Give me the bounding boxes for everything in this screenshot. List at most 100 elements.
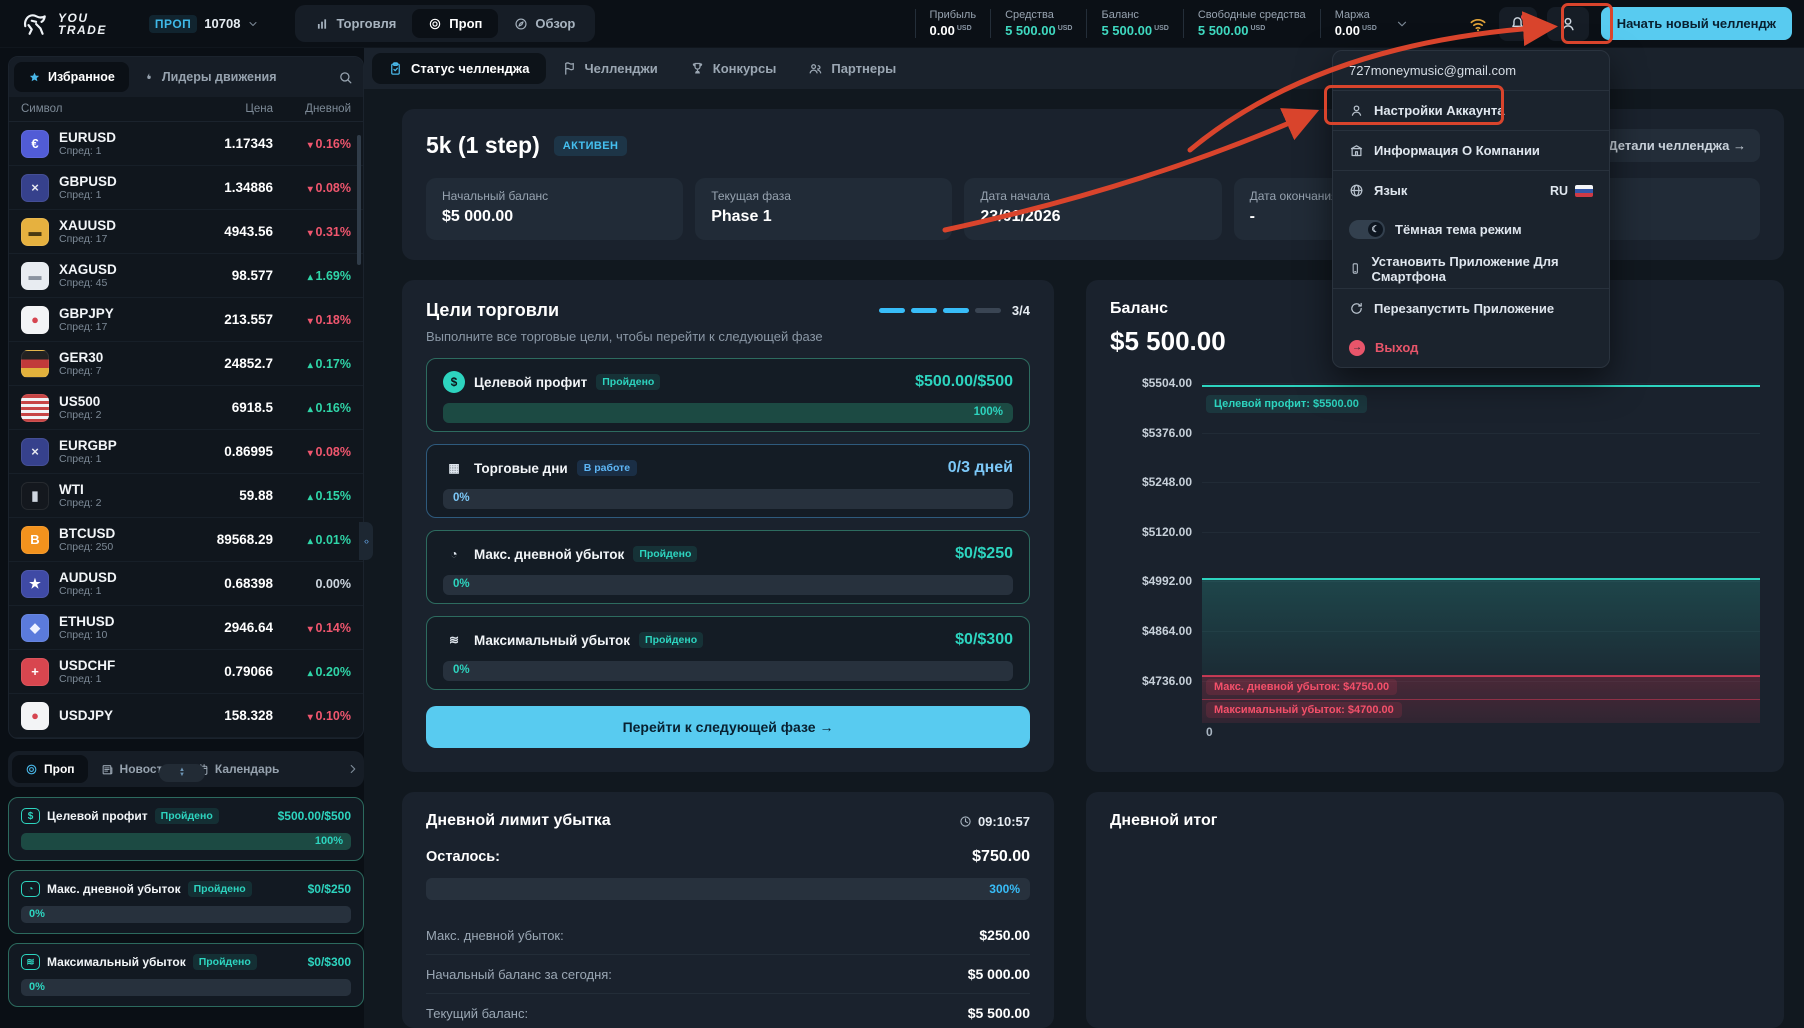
symbol-row[interactable]: ◆ ETHUSD Спред: 10 2946.64 0.14% <box>9 606 363 650</box>
tab-movers[interactable]: Лидеры движения <box>129 62 291 92</box>
search-icon[interactable] <box>338 70 353 85</box>
user-profile-button[interactable] <box>1546 6 1589 41</box>
symbol-change: 0.18% <box>273 313 351 327</box>
tab-prop-mini[interactable]: Проп <box>12 755 88 783</box>
symbol-row[interactable]: ● USDJPY 158.328 0.10% <box>9 694 363 738</box>
flag-icon <box>564 62 574 75</box>
symbol-row[interactable]: + USDCHF Спред: 1 0.79066 0.20% <box>9 650 363 694</box>
globe-icon <box>1350 184 1363 197</box>
info-tile: Дата начала 23/01/2026 <box>964 178 1222 240</box>
goal-head: ◔ Макс. дневной убыток Пройдено $0/$250 <box>443 543 1013 565</box>
symbol-spread: Спред: 1 <box>59 584 102 597</box>
panel-resize-handle[interactable]: ▲ ▼ <box>159 764 205 782</box>
symbol-name: WTI <box>59 481 84 497</box>
tab-trading[interactable]: Торговля <box>299 9 412 38</box>
notifications-button[interactable] <box>1498 6 1537 41</box>
goal-title: Макс. дневной убыток <box>47 882 181 896</box>
symbol-row[interactable]: € EURUSD Спред: 1 1.17343 0.16% <box>9 122 363 166</box>
goal-icon: ◔ <box>450 547 458 561</box>
progress-count: 3/4 <box>1011 303 1030 318</box>
compass-icon <box>515 17 527 30</box>
symbol-spread: Спред: 17 <box>59 232 108 245</box>
limit-row: Начальный баланс за сегодня: $5 000.00 <box>426 955 1030 994</box>
menu-item-company-info[interactable]: Информация О Компании <box>1333 131 1609 170</box>
tab-partners[interactable]: Партнеры <box>792 53 912 84</box>
symbol-row[interactable]: × EURGBP Спред: 1 0.86995 0.08% <box>9 430 363 474</box>
symbol-name: GBPJPY <box>59 305 114 321</box>
scrollbar-thumb[interactable] <box>357 135 361 265</box>
goal-head: $ Целевой профит Пройдено $500.00/$500 <box>21 808 351 824</box>
sidebar-goal-card: $ Целевой профит Пройдено $500.00/$500 1… <box>8 797 364 861</box>
start-new-challenge-button[interactable]: Начать новый челлендж <box>1600 7 1792 40</box>
symbol-flag-icon <box>21 349 49 378</box>
stat-label: Прибыль <box>929 9 977 21</box>
symbol-row[interactable]: × GBPUSD Спред: 1 1.34886 0.08% <box>9 166 363 210</box>
theme-toggle[interactable]: ☾ <box>1349 220 1385 239</box>
menu-item-logout[interactable]: → Выход <box>1333 328 1609 367</box>
menu-item-language[interactable]: Язык RU <box>1333 171 1609 210</box>
menu-item-restart-app[interactable]: Перезапустить Приложение <box>1333 289 1609 328</box>
symbol-row[interactable]: ▬ XAGUSD Спред: 45 98.577 1.69% <box>9 254 363 298</box>
challenge-details-button[interactable]: Детали челленджа → <box>1594 129 1760 162</box>
sidebar-expander-handle[interactable]: ‹› <box>359 522 373 560</box>
stat-item: Прибыль 0.00 USD <box>914 9 991 38</box>
chevron-right-icon[interactable] <box>346 762 360 776</box>
stats-chevron-down-icon[interactable] <box>1395 17 1409 31</box>
symbol-row[interactable]: US500 Спред: 2 6918.5 0.16% <box>9 386 363 430</box>
tab-news[interactable]: Новости <box>88 755 183 783</box>
tab-challenges[interactable]: Челленджи <box>546 53 674 84</box>
y-tick-label: $4992.00 <box>1141 574 1192 588</box>
remaining-value: $750.00 <box>972 848 1030 865</box>
symbol-row[interactable]: ▮ WTI Спред: 2 59.88 0.15% <box>9 474 363 518</box>
limit-row: Макс. дневной убыток: $250.00 <box>426 916 1030 955</box>
phase-progress-indicator: 3/4 <box>878 303 1030 318</box>
goal-progress-label: 0% <box>453 664 470 676</box>
balance-chart: $5504.00 $5376.00 $5248.00 $5120.00 $4992.00… <box>1110 375 1760 743</box>
menu-item-label: Язык <box>1374 183 1408 198</box>
top-header: YOU TRADE ПРОП 10708 Торговля Проп Обзор <box>0 0 1804 48</box>
account-selector[interactable]: ПРОП 10708 <box>148 14 260 33</box>
bull-logo-icon <box>23 13 46 35</box>
progress-dash <box>878 308 905 313</box>
symbol-spread: Спред: 1 <box>59 672 102 685</box>
symbol-flag-icon: B <box>21 525 49 554</box>
goal-progress-label: 100% <box>314 835 343 847</box>
symbol-row[interactable]: GER30 Спред: 7 24852.7 0.17% <box>9 342 363 386</box>
symbol-row[interactable]: ● GBPJPY Спред: 17 213.557 0.18% <box>9 298 363 342</box>
daily-result-card: Дневной итог <box>1086 792 1784 1028</box>
symbol-row[interactable]: ★ AUDUSD Спред: 1 0.68398 0.00% <box>9 562 363 606</box>
sidebar-bottom-panel: Проп Новости Календарь <box>8 751 364 1007</box>
tab-favorites[interactable]: Избранное <box>14 62 129 92</box>
max-daily-loss-annotation: Макс. дневной убыток: $4750.00 <box>1206 679 1398 695</box>
menu-item-account-settings[interactable]: Настройки Аккаунта <box>1333 91 1609 130</box>
tab-contests[interactable]: Конкурсы <box>674 53 793 84</box>
tab-overview[interactable]: Обзор <box>498 9 591 38</box>
daily-limit-head: Дневной лимит убытка 09:10:57 <box>426 812 1030 830</box>
tab-challenge-status[interactable]: Статус челленджа <box>372 53 546 84</box>
menu-item-dark-theme[interactable]: ☾ Тёмная тема режим <box>1333 210 1609 249</box>
next-phase-button[interactable]: Перейти к следующей фазе → <box>426 706 1030 748</box>
symbol-flag-icon: ▬ <box>21 217 49 246</box>
language-value: RU <box>1550 184 1593 198</box>
symbol-change: 0.14% <box>273 621 351 635</box>
symbol-info: USDCHF Спред: 1 <box>59 658 193 686</box>
limit-detail-rows: Макс. дневной убыток: $250.00 Начальный … <box>426 916 1030 1028</box>
symbol-row[interactable]: ▬ XAUUSD Спред: 17 4943.56 0.31% <box>9 210 363 254</box>
limit-row-label: Текущий баланс: <box>426 1005 529 1021</box>
menu-item-install-app[interactable]: Установить Приложение Для Смартфона <box>1333 249 1609 288</box>
goal-head: ≋ Максимальный убыток Пройдено $0/$300 <box>21 954 351 970</box>
brand-logo[interactable]: YOU TRADE <box>20 11 107 37</box>
goal-progress-bar: 0% <box>21 979 351 996</box>
symbol-row[interactable]: B BTCUSD Спред: 250 89568.29 0.01% <box>9 518 363 562</box>
goal-status-badge: Пройдено <box>154 808 219 824</box>
clipboard-check-icon <box>391 62 400 75</box>
goal-progress-bar: 0% <box>443 575 1013 595</box>
watchlist-header: Символ Цена Дневной <box>9 97 363 122</box>
stat-value: 5 500.00 USD <box>1101 23 1169 38</box>
symbol-change: 0.10% <box>273 709 351 723</box>
symbol-spread: Спред: 2 <box>59 408 102 421</box>
tab-prop[interactable]: Проп <box>412 9 499 38</box>
goal-card: ◔ Макс. дневной убыток Пройдено $0/$250 … <box>426 530 1030 604</box>
symbol-price: 1.17343 <box>224 136 273 151</box>
